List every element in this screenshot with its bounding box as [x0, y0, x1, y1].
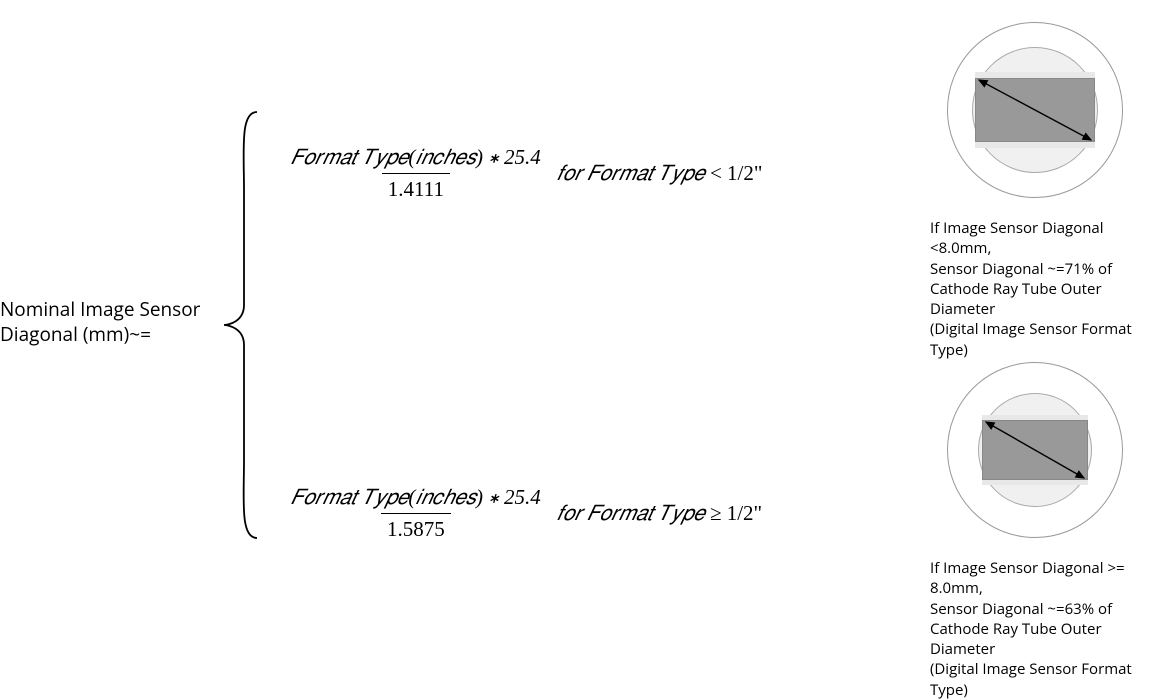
fraction-top-numerator: 𝐹𝑜𝑟𝑚𝑎𝑡 𝑇𝑦𝑝𝑒(𝑖𝑛𝑐ℎ𝑒𝑠) ∗ 25.4: [285, 145, 547, 173]
formula-top: 𝐹𝑜𝑟𝑚𝑎𝑡 𝑇𝑦𝑝𝑒(𝑖𝑛𝑐ℎ𝑒𝑠) ∗ 25.4 1.4111 𝑓𝑜𝑟 𝐹𝑜…: [285, 145, 762, 202]
fraction-top-denominator: 1.4111: [382, 173, 450, 202]
caption-top-l2: Sensor Diagonal ~=71% of: [930, 259, 1112, 279]
left-label-line2: Diagonal (mm)~=: [0, 321, 151, 347]
condition-top: 𝑓𝑜𝑟 𝐹𝑜𝑟𝑚𝑎𝑡 𝑇𝑦𝑝𝑒 < 1/2": [557, 161, 763, 186]
fraction-bottom-denominator: 1.5875: [381, 513, 451, 542]
crt-diagram-top: [945, 20, 1125, 200]
caption-bottom-l2: Sensor Diagonal ~=63% of: [930, 599, 1112, 619]
fraction-bottom: 𝐹𝑜𝑟𝑚𝑎𝑡 𝑇𝑦𝑝𝑒(𝑖𝑛𝑐ℎ𝑒𝑠) ∗ 25.4 1.5875: [285, 485, 547, 542]
caption-bottom-l1: If Image Sensor Diagonal >= 8.0mm,: [930, 558, 1125, 598]
diagram-root: Nominal Image Sensor Diagonal (mm)~= 𝐹𝑜𝑟…: [0, 0, 1165, 676]
diagram-group-top: If Image Sensor Diagonal <8.0mm, Sensor …: [930, 20, 1140, 360]
caption-bottom-l3: Cathode Ray Tube Outer Diameter: [930, 619, 1102, 659]
crt-diagram-bottom: [945, 360, 1125, 540]
caption-top-l4: (Digital Image Sensor Format Type): [930, 319, 1132, 359]
caption-bottom: If Image Sensor Diagonal >= 8.0mm, Senso…: [930, 558, 1160, 700]
curly-brace-icon: [222, 110, 262, 540]
left-label-line1: Nominal Image Sensor: [0, 296, 200, 322]
caption-top: If Image Sensor Diagonal <8.0mm, Sensor …: [930, 218, 1160, 360]
formula-bottom: 𝐹𝑜𝑟𝑚𝑎𝑡 𝑇𝑦𝑝𝑒(𝑖𝑛𝑐ℎ𝑒𝑠) ∗ 25.4 1.5875 𝑓𝑜𝑟 𝐹𝑜…: [285, 485, 762, 542]
diagonal-arrow-top-icon: [945, 20, 1125, 200]
left-label: Nominal Image Sensor Diagonal (mm)~=: [0, 297, 225, 346]
caption-bottom-l4: (Digital Image Sensor Format Type): [930, 659, 1132, 699]
fraction-top: 𝐹𝑜𝑟𝑚𝑎𝑡 𝑇𝑦𝑝𝑒(𝑖𝑛𝑐ℎ𝑒𝑠) ∗ 25.4 1.4111: [285, 145, 547, 202]
diagram-group-bottom: If Image Sensor Diagonal >= 8.0mm, Senso…: [930, 360, 1140, 700]
condition-bottom: 𝑓𝑜𝑟 𝐹𝑜𝑟𝑚𝑎𝑡 𝑇𝑦𝑝𝑒 ≥ 1/2": [557, 501, 762, 526]
diagonal-arrow-bottom-icon: [945, 360, 1125, 540]
caption-top-l1: If Image Sensor Diagonal <8.0mm,: [930, 218, 1104, 258]
fraction-bottom-numerator: 𝐹𝑜𝑟𝑚𝑎𝑡 𝑇𝑦𝑝𝑒(𝑖𝑛𝑐ℎ𝑒𝑠) ∗ 25.4: [285, 485, 547, 513]
caption-top-l3: Cathode Ray Tube Outer Diameter: [930, 279, 1102, 319]
